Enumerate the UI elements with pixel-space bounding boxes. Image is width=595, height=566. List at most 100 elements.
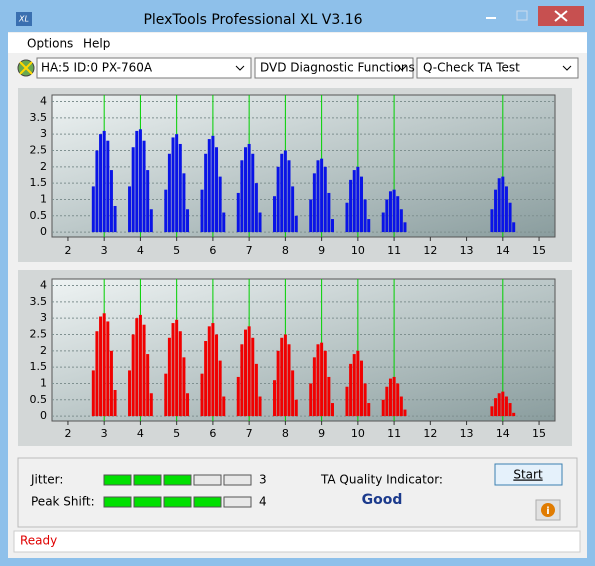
dropdown-drive[interactable]: HA:5 ID:0 PX-760A	[36, 57, 252, 79]
y-tick-label: 3.5	[30, 295, 48, 308]
x-tick-label: 10	[351, 427, 365, 440]
y-tick-label: 3.5	[30, 111, 48, 124]
histogram-bar	[138, 129, 142, 233]
x-tick-label: 5	[173, 244, 180, 257]
histogram-bar	[385, 199, 389, 233]
histogram-bar	[399, 396, 403, 417]
histogram-bar	[349, 363, 353, 417]
histogram-bar	[327, 376, 331, 417]
results-group	[17, 457, 578, 528]
histogram-bar	[211, 323, 215, 417]
histogram-bar	[186, 209, 190, 233]
histogram-bar	[135, 318, 139, 417]
histogram-bar	[178, 143, 182, 233]
x-tick-label: 11	[387, 244, 401, 257]
histogram-bar	[99, 316, 103, 417]
histogram-bar	[171, 137, 175, 233]
histogram-bar	[356, 350, 360, 417]
quality-label: TA Quality Indicator:	[320, 473, 443, 487]
histogram-bar	[204, 153, 208, 233]
histogram-bar	[403, 222, 407, 233]
histogram-bar	[222, 396, 226, 417]
dropdown-test[interactable]: Q-Check TA Test	[416, 57, 579, 79]
x-tick-label: 8	[282, 244, 289, 257]
x-tick-label: 10	[351, 244, 365, 257]
histogram-bar	[258, 396, 262, 417]
histogram-bar	[501, 176, 505, 233]
histogram-bar	[359, 176, 363, 233]
x-tick-label: 9	[318, 244, 325, 257]
x-tick-label: 7	[246, 244, 253, 257]
x-tick-label: 12	[423, 244, 437, 257]
histogram-bar	[149, 209, 153, 233]
histogram-bar	[113, 205, 117, 233]
histogram-bar	[273, 380, 277, 417]
histogram-bar	[309, 199, 313, 233]
histogram-bar	[396, 383, 400, 417]
maximize-glyph	[516, 10, 528, 21]
y-tick-label: 2.5	[30, 143, 48, 156]
y-tick-label: 0	[40, 225, 47, 238]
histogram-bar	[494, 189, 498, 233]
plot-area	[51, 94, 556, 238]
histogram-bar	[236, 376, 240, 417]
dropdown-arrow	[397, 65, 407, 71]
menu-options[interactable]: Options	[27, 37, 73, 51]
histogram-bar	[95, 150, 99, 233]
start-button[interactable]	[494, 463, 563, 486]
histogram-bar	[504, 396, 508, 417]
histogram-bar	[128, 186, 132, 233]
x-tick-label: 12	[423, 427, 437, 440]
histogram-bar	[345, 386, 349, 417]
histogram-bar	[167, 337, 171, 417]
histogram-bar	[356, 166, 360, 233]
quality-value: Good	[362, 492, 403, 508]
histogram-bar	[392, 189, 396, 233]
histogram-bar	[247, 143, 251, 233]
meter-segment	[163, 474, 192, 486]
histogram-bar	[312, 173, 316, 233]
x-tick-label: 13	[460, 427, 474, 440]
y-tick-label: 3	[40, 311, 47, 324]
x-tick-label: 14	[496, 244, 510, 257]
menu-help[interactable]: Help	[83, 37, 110, 51]
histogram-bar	[182, 357, 186, 417]
histogram-bar	[102, 130, 106, 233]
y-tick-label: 1.5	[30, 360, 48, 373]
y-tick-label: 0.5	[30, 393, 48, 406]
histogram-bar	[512, 222, 516, 233]
x-tick-label: 15	[532, 427, 546, 440]
histogram-bar	[367, 219, 371, 233]
histogram-bar	[512, 412, 516, 417]
histogram-bar	[244, 147, 248, 233]
maximize-button[interactable]	[508, 6, 536, 26]
histogram-bar	[95, 331, 99, 417]
histogram-bar	[218, 176, 222, 233]
x-tick-label: 11	[387, 427, 401, 440]
histogram-bar	[254, 183, 258, 233]
histogram-bar	[142, 140, 146, 233]
histogram-bar	[138, 314, 142, 417]
meter-segment	[133, 496, 162, 508]
histogram-bar	[109, 170, 113, 233]
y-tick-label: 4	[40, 95, 47, 108]
histogram-bar	[494, 398, 498, 417]
histogram-bar	[218, 360, 222, 417]
histogram-bar	[215, 334, 219, 417]
meter-segment	[103, 496, 132, 508]
histogram-bar	[200, 373, 204, 417]
histogram-bar	[167, 153, 171, 233]
meter-value: 3	[259, 473, 267, 487]
dropdown-box	[416, 57, 579, 79]
app-icon-text: XL	[18, 15, 29, 24]
histogram-bar	[91, 370, 95, 417]
histogram-bar	[323, 350, 327, 417]
meter-segment	[223, 474, 252, 486]
minimize-button[interactable]	[477, 6, 505, 26]
histogram-bar	[490, 406, 494, 417]
meter-label: Jitter:	[30, 473, 63, 487]
y-tick-label: 2	[40, 344, 47, 357]
dropdown-function[interactable]: DVD Diagnostic Functions	[254, 57, 415, 79]
histogram-bar	[280, 337, 284, 417]
histogram-bar	[508, 403, 512, 417]
